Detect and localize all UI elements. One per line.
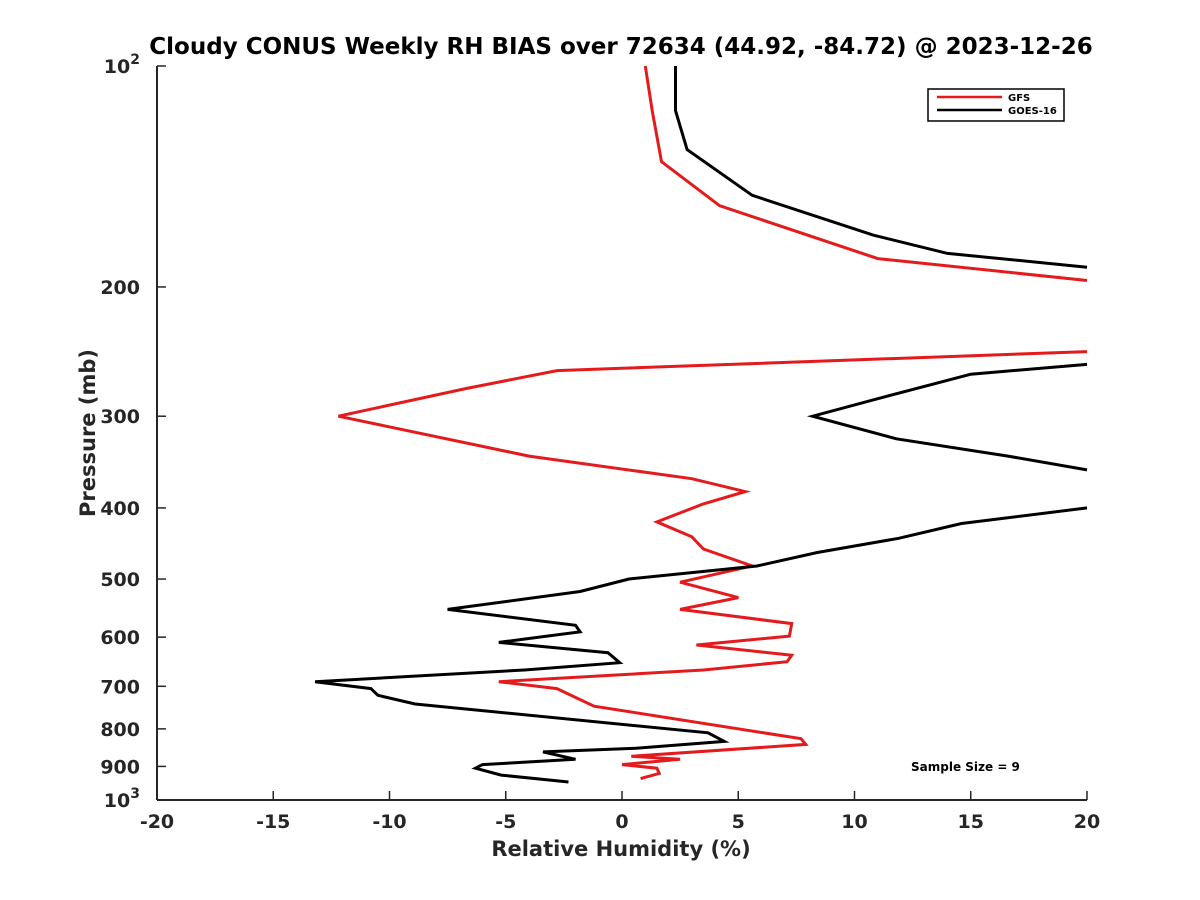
y-tick-label-base: 300: [100, 406, 140, 428]
y-tick-label: 500: [100, 569, 140, 591]
y-tick-label: 700: [100, 676, 140, 698]
y-tick-label: 102: [104, 52, 140, 78]
plot-area: [156, 66, 1087, 801]
x-tick-label: -15: [256, 811, 290, 833]
y-tick-label: 400: [100, 498, 140, 520]
y-tick-label-base: 700: [100, 676, 140, 698]
y-tick-label-base: 900: [100, 756, 140, 778]
y-tick-label: 103: [104, 786, 140, 812]
chart-title: Cloudy CONUS Weekly RH BIAS over 72634 (…: [149, 34, 1092, 60]
y-tick-label-base: 800: [100, 719, 140, 741]
x-tick-label: -5: [495, 811, 516, 833]
x-ticks: -20 -15 -10 -5 0 5 10 15 20: [140, 791, 1100, 833]
legend-box: [927, 88, 1065, 122]
y-tick-label-base: 10: [104, 790, 130, 812]
y-tick-label-exponent: 2: [130, 52, 140, 68]
x-axis-label: Relative Humidity (%): [491, 837, 750, 861]
x-tick-label: 0: [615, 811, 628, 833]
series-line-goes16-segment-2: [314, 506, 1088, 784]
y-tick-label-base: 200: [100, 277, 140, 299]
series-line-goes16-segment-0: [674, 66, 1088, 269]
series-line-gfs-segment-1: [338, 350, 1088, 781]
legend-label-goes16: GOES-16: [1008, 106, 1057, 117]
x-tick-label: 15: [958, 811, 984, 833]
x-tick-label: 20: [1074, 811, 1100, 833]
y-tick-label-base: 600: [100, 627, 140, 649]
y-tick-label: 800: [100, 719, 140, 741]
y-axis-label: Pressure (mb): [76, 349, 100, 517]
y-tick-label-base: 400: [100, 498, 140, 520]
x-tick-label: 10: [841, 811, 867, 833]
y-tick-label-base: 10: [104, 56, 130, 78]
y-tick-label-base: 500: [100, 569, 140, 591]
legend: GFS GOES-16: [927, 88, 1065, 122]
y-tick-label: 900: [100, 756, 140, 778]
sample-size-annotation: Sample Size = 9: [911, 760, 1020, 774]
y-tick-label: 600: [100, 627, 140, 649]
y-tick-label: 200: [100, 277, 140, 299]
series-group: [314, 65, 1088, 784]
x-tick-label: -20: [140, 811, 174, 833]
y-tick-label: 300: [100, 406, 140, 428]
x-tick-label: -10: [372, 811, 406, 833]
y-tick-label-exponent: 3: [130, 786, 140, 802]
legend-label-gfs: GFS: [1008, 93, 1030, 104]
series-line-goes16-segment-1: [806, 362, 1088, 472]
series-line-gfs-segment-0: [643, 65, 1088, 282]
x-tick-label: 5: [732, 811, 745, 833]
